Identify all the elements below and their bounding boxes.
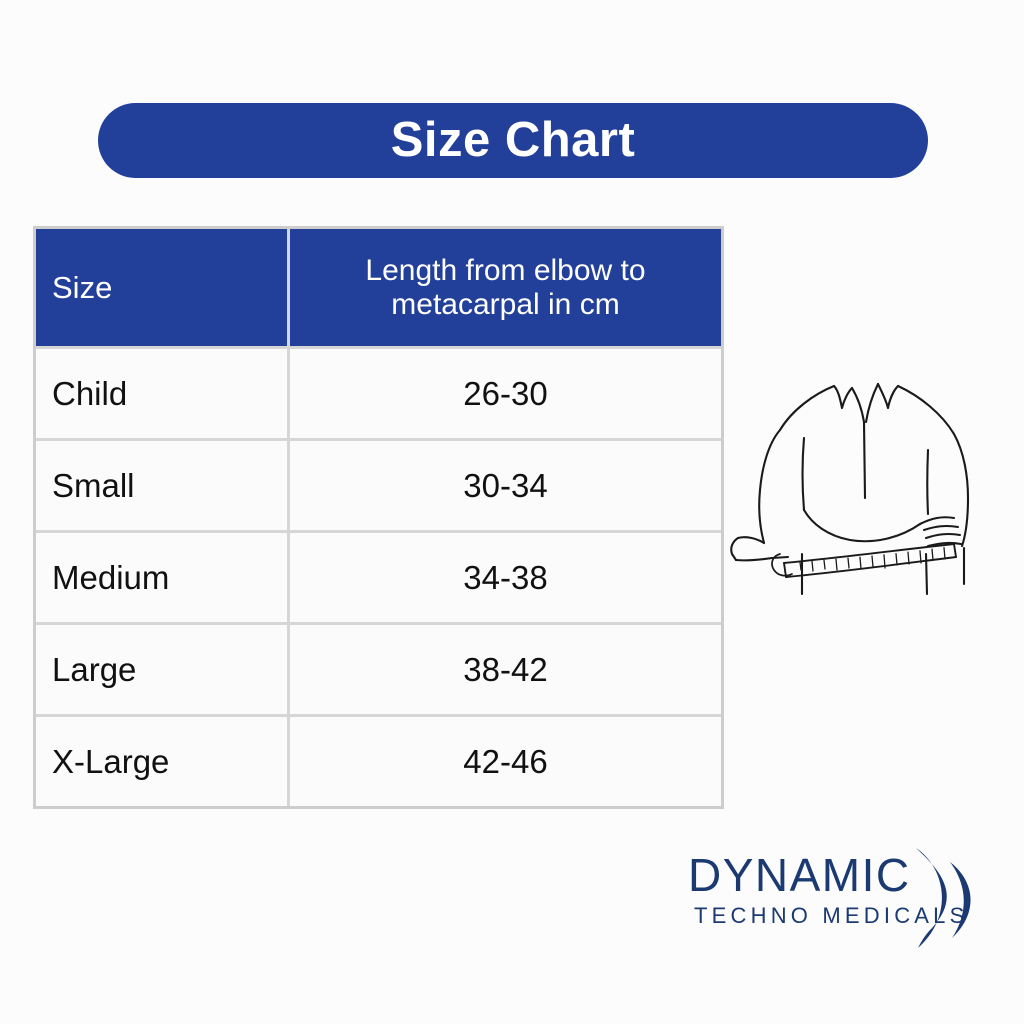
table-header-row: Size Length from elbow to metacarpal in … — [36, 229, 721, 346]
size-chart-title-banner: Size Chart — [98, 103, 928, 178]
brand-logo: DYNAMIC TECHNO MEDICALS — [688, 848, 988, 952]
logo-tagline: TECHNO MEDICALS — [694, 903, 969, 928]
table-row: Large 38-42 — [36, 622, 721, 714]
cell-size-name: Child — [36, 349, 290, 438]
size-chart-table: Size Length from elbow to metacarpal in … — [33, 226, 724, 809]
table-row: Child 26-30 — [36, 346, 721, 438]
column-header-length-line2: metacarpal in cm — [391, 287, 620, 321]
cell-length-value: 38-42 — [463, 650, 548, 688]
table-row: X-Large 42-46 — [36, 714, 721, 806]
table-row: Medium 34-38 — [36, 530, 721, 622]
cell-length-value: 30-34 — [463, 466, 548, 504]
cell-size-name: Medium — [36, 533, 290, 622]
cell-length-value: 26-30 — [463, 374, 548, 412]
table-row: Small 30-34 — [36, 438, 721, 530]
cell-size-name: Small — [36, 441, 290, 530]
measurement-illustration — [728, 358, 990, 610]
cell-size-name: Large — [36, 625, 290, 714]
cell-size-name: X-Large — [36, 717, 290, 806]
wave-arc-icon — [906, 842, 994, 954]
page-title: Size Chart — [390, 113, 636, 167]
logo-wordmark: DYNAMIC — [688, 849, 911, 901]
cell-length-value: 34-38 — [463, 558, 548, 596]
column-header-length-line1: Length from elbow to — [365, 253, 646, 287]
column-header-size: Size — [36, 229, 290, 346]
cell-length-value: 42-46 — [463, 742, 548, 780]
column-header-length: Length from elbow to metacarpal in cm — [290, 229, 721, 346]
